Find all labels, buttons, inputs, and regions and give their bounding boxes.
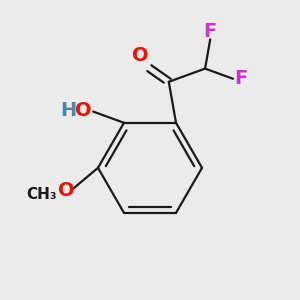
Text: CH₃: CH₃ [26,187,57,202]
Text: F: F [235,69,248,88]
Text: O: O [58,181,74,200]
Text: F: F [204,22,217,41]
Text: O: O [75,100,92,120]
Text: O: O [132,46,149,65]
Text: H: H [61,100,77,120]
